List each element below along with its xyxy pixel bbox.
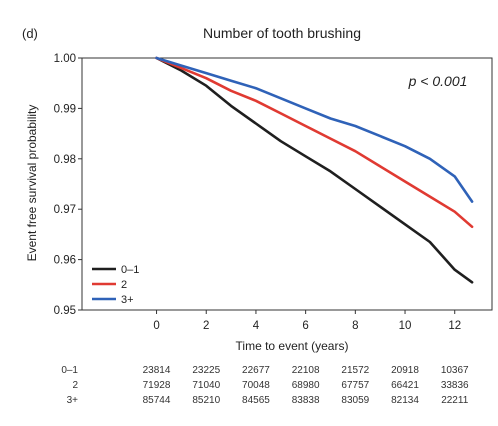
x-tick-label: 6 <box>302 320 308 332</box>
y-axis-label: Event free survival probability <box>25 105 39 262</box>
risk-table-cell: 22211 <box>441 395 469 406</box>
y-tick-label: 0.98 <box>54 154 76 166</box>
risk-table-cell: 67757 <box>341 380 369 391</box>
risk-table-cell: 82134 <box>391 395 419 406</box>
x-axis-label: Time to event (years) <box>236 339 349 353</box>
risk-table-cell: 21572 <box>341 365 369 376</box>
x-tick-label: 4 <box>253 320 260 332</box>
y-tick-label: 0.95 <box>54 305 76 317</box>
risk-table-row-label: 3+ <box>67 395 79 406</box>
risk-table-cell: 68980 <box>292 380 320 391</box>
series-line <box>155 56 474 203</box>
plot-area-frame <box>81 57 493 311</box>
risk-table-cell: 85210 <box>192 395 220 406</box>
risk-table-cell: 33836 <box>441 380 469 391</box>
x-tick-label: 2 <box>203 320 209 332</box>
risk-table-cell: 22108 <box>292 365 320 376</box>
y-axis-ticks: 1.00 0.99 0.98 0.97 0.96 0.95 <box>54 53 82 317</box>
risk-table-cell: 23225 <box>192 365 220 376</box>
panel-label: (d) <box>22 26 38 41</box>
x-tick-label: 10 <box>399 320 412 332</box>
series-line <box>155 56 474 284</box>
chart-title: Number of tooth brushing <box>203 25 361 41</box>
series-line <box>155 56 474 229</box>
legend: 0–1 2 3+ <box>92 264 139 306</box>
y-tick-label: 0.97 <box>54 204 76 216</box>
risk-table-cell: 10367 <box>441 365 469 376</box>
risk-table-cell: 20918 <box>391 365 419 376</box>
x-tick-label: 0 <box>153 320 159 332</box>
risk-table-cell: 71928 <box>143 380 171 391</box>
risk-table-cell: 66421 <box>391 380 419 391</box>
legend-label: 0–1 <box>121 264 139 276</box>
y-tick-label: 1.00 <box>54 53 76 65</box>
legend-label: 2 <box>121 279 127 291</box>
p-value-annotation: p < 0.001 <box>408 73 468 89</box>
risk-table-cell: 85744 <box>143 395 171 406</box>
risk-table-row-label: 0–1 <box>61 365 78 376</box>
risk-table-cell: 83059 <box>341 395 369 406</box>
x-axis-ticks: 0 2 4 6 8 10 12 <box>153 310 461 332</box>
risk-table-cell: 23814 <box>143 365 171 376</box>
legend-label: 3+ <box>121 294 134 306</box>
x-tick-label: 8 <box>352 320 358 332</box>
y-tick-label: 0.99 <box>54 103 76 115</box>
x-tick-label: 12 <box>448 320 461 332</box>
risk-table-cell: 83838 <box>292 395 320 406</box>
y-tick-label: 0.96 <box>54 255 76 267</box>
risk-table-cell: 70048 <box>242 380 270 391</box>
risk-table-cell: 84565 <box>242 395 270 406</box>
risk-table: 0–1 23814 23225 22677 22108 21572 20918 10367 2 7… <box>61 365 469 406</box>
risk-table-row-label: 2 <box>72 380 78 391</box>
series-lines <box>155 56 474 284</box>
risk-table-cell: 22677 <box>242 365 270 376</box>
risk-table-cell: 71040 <box>192 380 220 391</box>
